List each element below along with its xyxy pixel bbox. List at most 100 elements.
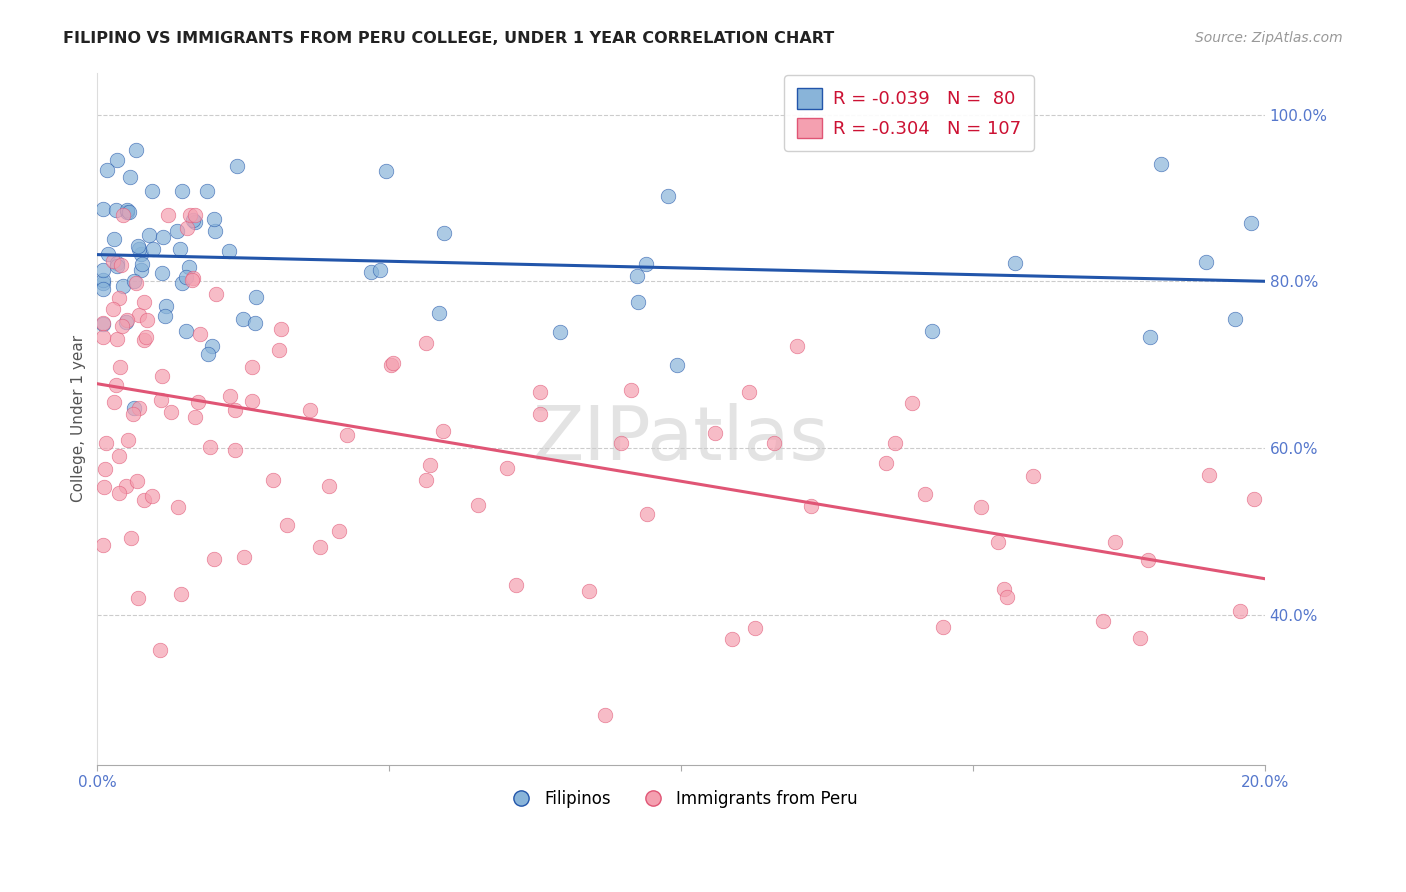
- Point: [1150, 157, 1173, 171]
- Point: [800, 499, 823, 513]
- Point: [105, 259, 128, 273]
- Point: [101, 302, 124, 317]
- Point: [97, 246, 120, 260]
- Point: [124, 276, 146, 290]
- Point: [1022, 469, 1045, 483]
- Point: [884, 435, 907, 450]
- Point: [128, 308, 150, 322]
- Point: [150, 266, 173, 280]
- Point: [225, 159, 247, 173]
- Point: [122, 401, 145, 416]
- Point: [91, 263, 114, 277]
- Point: [94, 462, 117, 476]
- Point: [135, 313, 157, 327]
- Point: [703, 425, 725, 440]
- Point: [619, 384, 641, 398]
- Point: [170, 184, 193, 198]
- Point: [170, 276, 193, 290]
- Point: [240, 359, 263, 374]
- Point: [156, 208, 179, 222]
- Point: [1198, 468, 1220, 483]
- Point: [204, 224, 226, 238]
- Point: [1091, 614, 1114, 628]
- Point: [115, 315, 138, 329]
- Point: [380, 359, 402, 373]
- Point: [111, 318, 134, 333]
- Point: [149, 392, 172, 407]
- Point: [112, 279, 135, 293]
- Point: [122, 407, 145, 421]
- Point: [932, 619, 955, 633]
- Point: [91, 272, 114, 286]
- Point: [127, 591, 149, 606]
- Point: [135, 329, 157, 343]
- Point: [276, 518, 298, 533]
- Point: [763, 436, 786, 450]
- Point: [218, 389, 240, 403]
- Point: [197, 347, 219, 361]
- Point: [243, 316, 266, 330]
- Point: [170, 587, 193, 601]
- Point: [375, 163, 398, 178]
- Point: [666, 359, 689, 373]
- Point: [179, 208, 201, 222]
- Point: [166, 224, 188, 238]
- Point: [1139, 329, 1161, 343]
- Point: [627, 295, 650, 310]
- Point: [427, 306, 450, 320]
- Point: [875, 456, 897, 470]
- Point: [1229, 604, 1251, 618]
- Point: [195, 184, 218, 198]
- Point: [609, 436, 631, 450]
- Point: [118, 205, 141, 219]
- Point: [720, 632, 742, 647]
- Point: [149, 643, 172, 657]
- Point: [132, 333, 155, 347]
- Text: Source: ZipAtlas.com: Source: ZipAtlas.com: [1195, 31, 1343, 45]
- Point: [1004, 256, 1026, 270]
- Point: [636, 507, 658, 521]
- Point: [318, 479, 340, 493]
- Point: [120, 531, 142, 545]
- Point: [125, 474, 148, 488]
- Point: [744, 621, 766, 635]
- Point: [181, 212, 204, 227]
- Point: [299, 403, 322, 417]
- Point: [202, 211, 225, 226]
- Point: [181, 273, 204, 287]
- Point: [155, 299, 177, 313]
- Point: [626, 268, 648, 283]
- Point: [578, 584, 600, 599]
- Point: [201, 339, 224, 353]
- Point: [131, 256, 153, 270]
- Point: [914, 487, 936, 501]
- Point: [381, 355, 404, 369]
- Point: [184, 208, 207, 222]
- Point: [970, 500, 993, 514]
- Point: [997, 590, 1019, 604]
- Point: [187, 395, 209, 409]
- Point: [270, 321, 292, 335]
- Point: [218, 244, 240, 258]
- Point: [174, 270, 197, 285]
- Point: [336, 428, 359, 442]
- Point: [115, 202, 138, 217]
- Point: [129, 263, 152, 277]
- Point: [415, 474, 437, 488]
- Point: [108, 359, 131, 374]
- Point: [160, 405, 183, 419]
- Point: [188, 326, 211, 341]
- Point: [141, 489, 163, 503]
- Point: [101, 254, 124, 268]
- Point: [419, 458, 441, 472]
- Point: [309, 540, 332, 554]
- Point: [91, 282, 114, 296]
- Point: [124, 274, 146, 288]
- Point: [200, 440, 222, 454]
- Point: [91, 330, 114, 344]
- Point: [657, 188, 679, 202]
- Point: [169, 242, 191, 256]
- Point: [127, 239, 149, 253]
- Point: [202, 551, 225, 566]
- Point: [593, 708, 616, 723]
